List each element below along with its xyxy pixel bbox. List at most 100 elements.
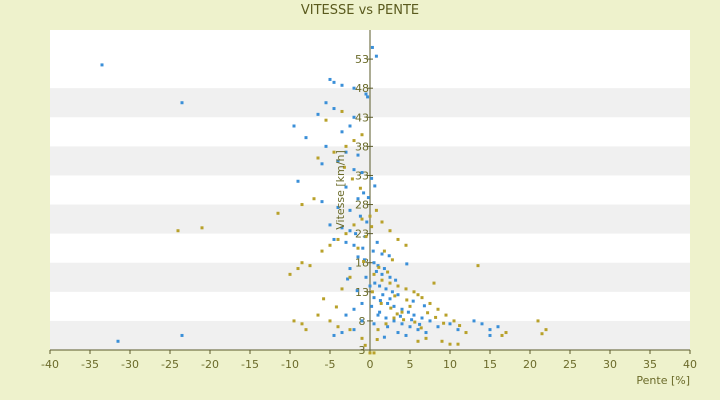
data-point <box>352 139 356 143</box>
data-point <box>363 343 367 347</box>
x-tick-label: 20 <box>523 358 537 371</box>
data-point <box>324 144 328 148</box>
data-point <box>396 284 400 288</box>
data-point <box>360 171 364 175</box>
data-point <box>377 265 381 269</box>
data-point <box>374 54 378 58</box>
data-point <box>456 342 460 346</box>
data-point <box>405 262 409 266</box>
data-point <box>370 304 374 308</box>
data-point <box>378 310 382 314</box>
x-tick-label: 35 <box>643 358 657 371</box>
data-point <box>356 255 360 259</box>
y-tick-label: 28 <box>355 199 369 212</box>
data-point <box>372 296 376 300</box>
data-point <box>320 200 324 204</box>
data-point <box>419 326 423 330</box>
data-point <box>378 299 382 303</box>
data-point <box>348 208 352 212</box>
data-point <box>382 249 386 253</box>
data-point <box>428 319 432 323</box>
data-point <box>420 316 424 320</box>
data-point <box>324 118 328 122</box>
x-tick-label: 15 <box>483 358 497 371</box>
data-point <box>392 319 396 323</box>
data-point <box>361 246 365 250</box>
data-point <box>346 277 350 281</box>
data-point <box>416 293 420 297</box>
data-point <box>448 342 452 346</box>
data-point <box>432 281 436 285</box>
data-point <box>395 312 399 316</box>
data-point <box>352 328 356 332</box>
data-point <box>360 319 364 323</box>
data-point <box>365 220 369 224</box>
data-point <box>398 314 402 318</box>
data-point <box>392 304 396 308</box>
data-point <box>396 331 400 335</box>
data-point <box>348 275 352 279</box>
data-point <box>352 223 356 227</box>
data-point <box>348 328 352 332</box>
x-tick-label: 10 <box>443 358 457 371</box>
data-point <box>200 226 204 230</box>
data-point <box>373 281 377 285</box>
data-point <box>436 307 440 311</box>
data-point <box>355 289 359 293</box>
data-point <box>340 109 344 113</box>
data-point <box>381 293 385 297</box>
data-point <box>364 235 368 239</box>
data-point <box>296 179 300 183</box>
data-point <box>408 325 412 329</box>
data-point <box>350 177 354 181</box>
data-point <box>412 290 416 294</box>
data-point <box>352 115 356 119</box>
data-point <box>536 319 540 323</box>
data-point <box>348 267 352 271</box>
data-point <box>424 336 428 340</box>
data-point <box>400 322 404 326</box>
data-point <box>296 267 300 271</box>
data-point <box>342 165 346 169</box>
x-tick-label: 25 <box>563 358 577 371</box>
data-point <box>472 319 476 323</box>
data-point <box>444 313 448 317</box>
data-point <box>370 225 374 229</box>
data-point <box>344 150 348 154</box>
data-point <box>382 335 386 339</box>
data-point <box>336 237 340 241</box>
data-point <box>380 252 384 256</box>
data-point <box>336 325 340 329</box>
data-point <box>402 318 406 322</box>
data-point <box>488 328 492 332</box>
data-point <box>344 232 348 236</box>
data-point <box>390 258 394 262</box>
data-point <box>480 322 484 326</box>
y-tick-label: 43 <box>355 111 369 124</box>
data-point <box>388 281 392 285</box>
data-point <box>332 150 336 154</box>
y-tick-label: 48 <box>355 82 369 95</box>
data-point <box>448 322 452 326</box>
data-point <box>411 299 415 303</box>
data-point <box>388 297 392 301</box>
data-point <box>389 306 393 310</box>
x-tick-label: 0 <box>367 358 374 371</box>
data-point <box>422 304 426 308</box>
x-tick-label: -5 <box>325 358 336 371</box>
data-point <box>362 260 366 264</box>
data-point <box>340 331 344 335</box>
data-point <box>370 176 374 180</box>
data-point <box>358 214 362 218</box>
data-point <box>360 301 364 305</box>
data-point <box>388 275 392 279</box>
data-point <box>504 331 508 335</box>
data-point <box>387 254 391 258</box>
data-point <box>476 264 480 268</box>
data-point <box>328 243 332 247</box>
data-point <box>328 223 332 227</box>
x-tick-label: 30 <box>603 358 617 371</box>
data-point <box>356 153 360 157</box>
data-point <box>304 328 308 332</box>
data-point <box>372 351 376 355</box>
